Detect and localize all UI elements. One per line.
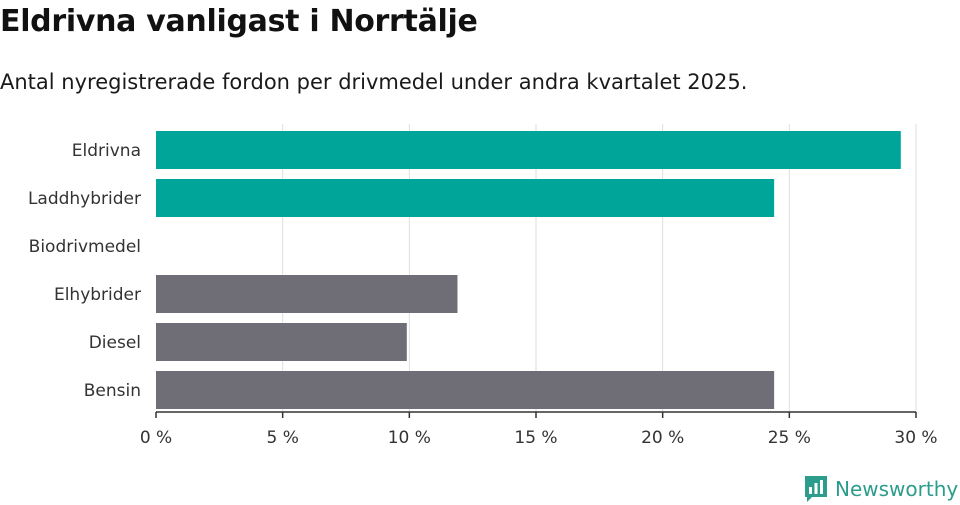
chart-title: Eldrivna vanligast i Norrtälje — [0, 4, 478, 39]
bar-diesel — [156, 323, 407, 361]
gridlines — [282, 124, 917, 412]
bars — [156, 131, 901, 409]
x-axis: 0 % 5 % 10 % 15 % 20 % 25 % 30 % — [140, 411, 938, 448]
category-labels: Eldrivna Laddhybrider Biodrivmedel Elhybrid… — [28, 141, 141, 401]
x-tick-label: 0 % — [140, 428, 172, 448]
brand-logo: Newsworthy — [803, 474, 958, 504]
category-label: Eldrivna — [72, 141, 141, 161]
bar-laddhybrider — [156, 179, 775, 217]
bar-elhybrider — [156, 275, 458, 313]
category-label: Biodrivmedel — [29, 237, 141, 257]
x-tick-label: 5 % — [266, 428, 298, 448]
x-tick-label: 10 % — [388, 428, 431, 448]
category-label: Bensin — [84, 381, 141, 401]
bar-bensin — [156, 371, 775, 409]
category-label: Diesel — [89, 333, 141, 353]
newsworthy-logo-icon — [805, 476, 827, 502]
x-tick-label: 15 % — [514, 428, 557, 448]
x-tick-label: 20 % — [641, 428, 684, 448]
category-label: Laddhybrider — [28, 189, 141, 209]
x-tick-label: 25 % — [768, 428, 811, 448]
category-label: Elhybrider — [54, 285, 141, 305]
x-tick-label: 30 % — [894, 428, 937, 448]
bar-eldrivna — [156, 131, 901, 169]
chart-subtitle: Antal nyregistrerade fordon per drivmede… — [0, 70, 748, 94]
brand-name: Newsworthy — [835, 477, 959, 501]
